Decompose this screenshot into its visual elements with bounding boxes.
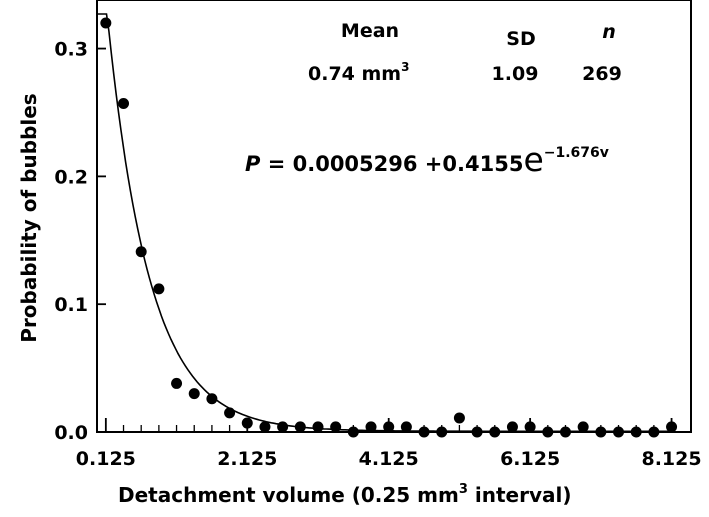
y-axis-title: Probability of bubbles — [17, 93, 41, 342]
stats-mean-value: 0.74 mm3 — [308, 60, 409, 85]
data-point — [453, 412, 465, 424]
y-tick-label: 0.1 — [54, 294, 88, 316]
data-point — [259, 421, 271, 433]
data-point — [436, 426, 448, 438]
data-point — [241, 417, 253, 429]
data-point — [383, 421, 395, 433]
y-major-ticks: 0.0 0.1 0.2 0.3 — [54, 39, 106, 444]
data-point — [506, 421, 518, 433]
data-point — [559, 426, 571, 438]
data-point — [277, 421, 289, 433]
data-point — [312, 421, 324, 433]
data-point — [471, 426, 483, 438]
x-major-ticks: 0.125 2.125 4.125 6.125 8.125 — [76, 418, 702, 470]
data-point — [542, 426, 554, 438]
data-point — [294, 421, 306, 433]
data-point — [100, 17, 112, 29]
stats-sd-header: SD — [506, 28, 535, 50]
plot-frame — [96, 0, 692, 433]
data-point — [630, 426, 642, 438]
data-points — [100, 17, 678, 438]
y-tick-label: 0.0 — [54, 422, 88, 444]
data-point — [613, 426, 625, 438]
data-point — [400, 421, 412, 433]
mean-unit-superscript: 3 — [401, 60, 409, 74]
data-point — [118, 98, 130, 110]
data-point — [135, 246, 147, 258]
data-point — [577, 421, 589, 433]
x-axis-title: Detachment volume (0.25 mm3 interval) — [118, 482, 571, 507]
data-point — [524, 421, 536, 433]
x-tick-label: 0.125 — [76, 448, 136, 470]
data-point — [224, 407, 236, 419]
x-axis-title-superscript: 3 — [459, 482, 468, 497]
y-tick-label: 0.3 — [54, 39, 88, 61]
stats-mean-header: Mean — [341, 20, 399, 42]
data-point — [171, 377, 183, 389]
stats-sd-value: 1.09 — [492, 63, 539, 85]
data-point — [347, 426, 359, 438]
fit-curve — [97, 13, 670, 433]
x-tick-label: 4.125 — [359, 448, 419, 470]
data-point — [206, 393, 218, 405]
x-tick-label: 8.125 — [641, 448, 701, 470]
data-point — [418, 426, 430, 438]
data-point — [153, 283, 165, 295]
data-point — [365, 421, 377, 433]
data-point — [330, 421, 342, 433]
x-tick-label: 2.125 — [217, 448, 277, 470]
x-tick-label: 6.125 — [500, 448, 560, 470]
data-point — [489, 426, 501, 438]
fit-equation: P = 0.0005296 +0.4155e−1.676v — [245, 140, 609, 179]
data-point — [648, 426, 660, 438]
data-point — [595, 426, 607, 438]
data-point — [666, 421, 678, 433]
stats-n-header: n — [602, 21, 616, 43]
y-tick-label: 0.2 — [54, 166, 88, 188]
stats-n-value: 269 — [582, 63, 622, 85]
data-point — [188, 388, 200, 400]
